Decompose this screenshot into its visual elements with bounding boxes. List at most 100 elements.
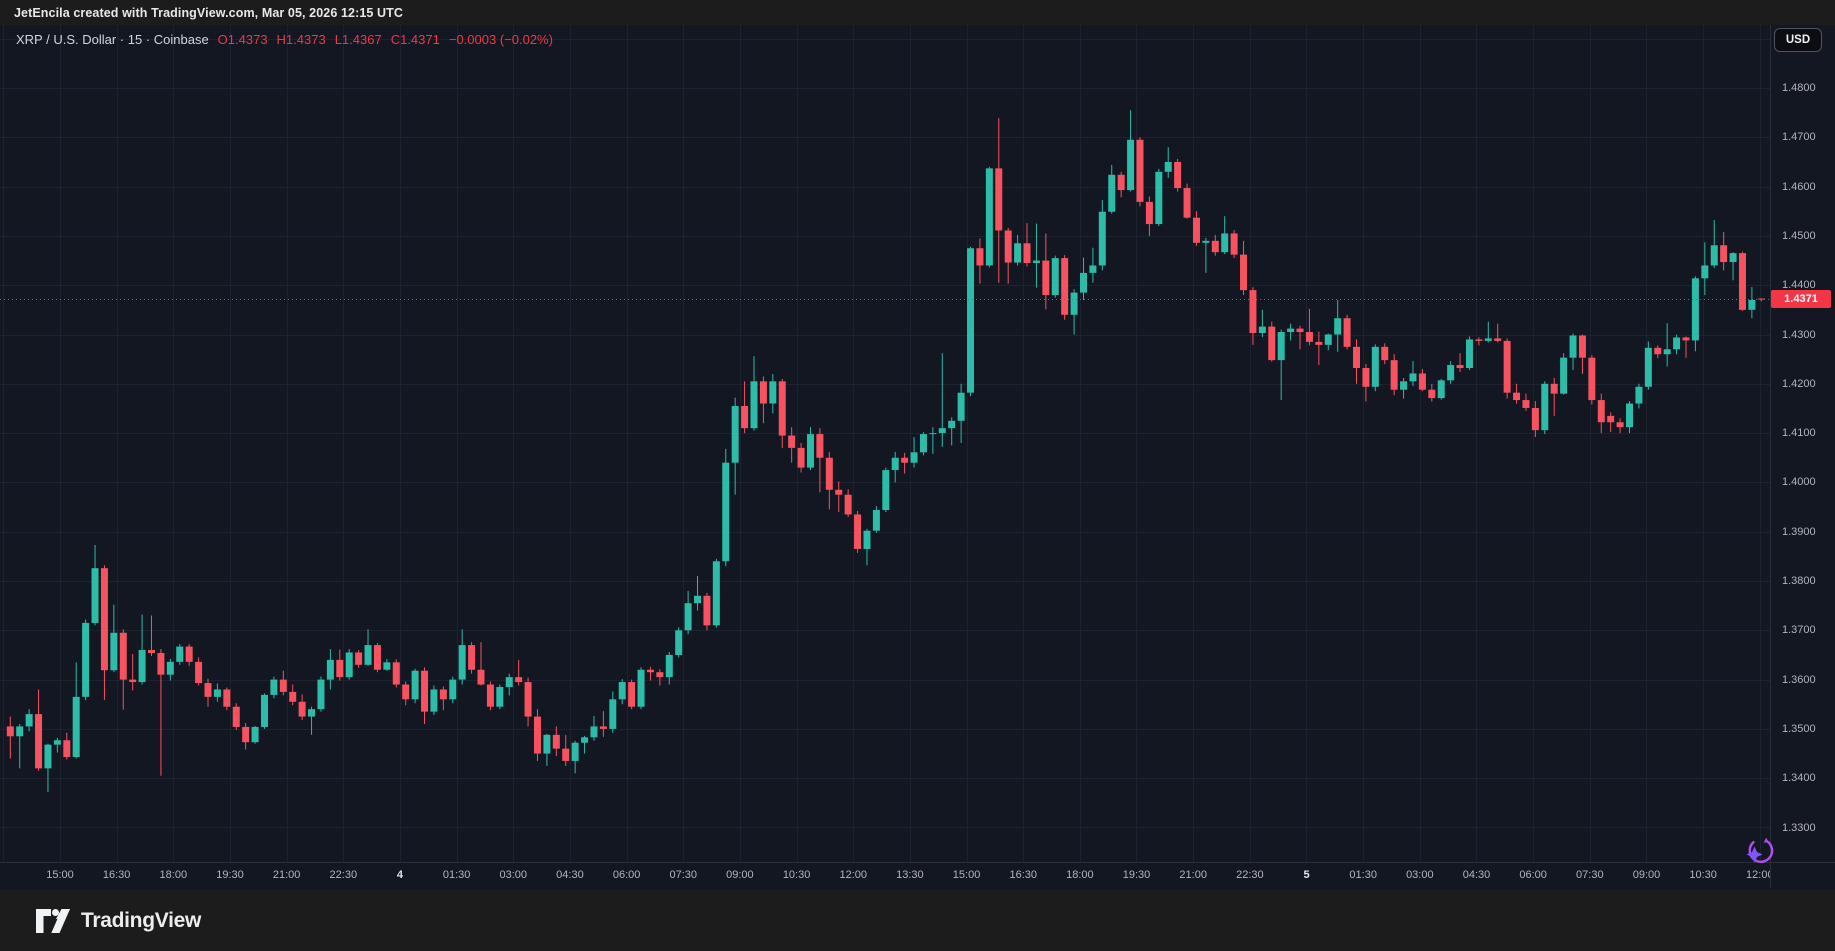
candle: [1136, 137, 1144, 207]
candle: [599, 711, 607, 737]
candle: [1287, 323, 1295, 341]
candle: [1607, 412, 1615, 433]
candle: [242, 722, 250, 750]
candle: [1324, 333, 1332, 351]
time-tick: 09:00: [726, 869, 754, 881]
candle: [806, 427, 814, 471]
time-tick: 21:00: [1179, 869, 1207, 881]
time-axis[interactable]: 15:00 16:30 18:00 19:30 21:00 22:30 4 01:30 03:0…: [0, 863, 1770, 889]
time-tick: 18:00: [1066, 869, 1094, 881]
candle: [1249, 287, 1257, 345]
candle: [1654, 345, 1662, 359]
candle: [816, 428, 824, 493]
candle: [985, 166, 993, 268]
candle: [1597, 393, 1605, 434]
candle: [533, 709, 541, 761]
candle: [854, 510, 862, 553]
candle: [1362, 364, 1370, 402]
candle: [797, 442, 805, 473]
candle: [1428, 383, 1436, 402]
candle: [1578, 334, 1586, 374]
candle: [1748, 287, 1756, 319]
time-tick: 19:30: [216, 869, 244, 881]
candle: [741, 381, 749, 434]
price-pane[interactable]: [0, 25, 1770, 862]
candle: [1400, 377, 1408, 399]
time-tick: 07:30: [1576, 869, 1604, 881]
time-tick: 09:00: [1632, 869, 1661, 881]
candle: [1343, 314, 1351, 350]
candle: [505, 673, 513, 696]
candle: [1644, 341, 1652, 390]
price-tick: 1.3900: [1782, 525, 1816, 538]
candle: [195, 657, 203, 686]
price-tick: 1.3300: [1782, 821, 1816, 834]
candle: [835, 481, 843, 512]
candle: [157, 649, 165, 776]
candle: [1418, 369, 1426, 392]
candle: [618, 679, 626, 705]
time-tick: 19:30: [1122, 869, 1151, 881]
candle: [1014, 234, 1022, 266]
candle: [581, 735, 589, 754]
candle: [1221, 216, 1229, 255]
currency-toggle-button[interactable]: USD: [1774, 28, 1822, 52]
candle: [788, 427, 796, 463]
candle: [63, 732, 71, 760]
candle: [166, 658, 174, 681]
price-tick: 1.4300: [1782, 328, 1816, 341]
candle: [270, 676, 278, 699]
candle: [910, 437, 918, 468]
candle: [1277, 329, 1285, 401]
time-tick: 16:30: [102, 869, 131, 881]
time-tick: 10:30: [1689, 869, 1717, 881]
candle: [524, 677, 532, 727]
candle: [552, 726, 560, 757]
candle: [110, 604, 118, 673]
candle: [204, 678, 212, 707]
candle: [458, 629, 466, 685]
candle: [731, 397, 739, 495]
price-axis[interactable]: 1.4800 1.4700 1.4600 1.4500 1.4400 1.4300 1.42…: [1771, 25, 1835, 862]
candle: [1390, 354, 1398, 396]
candle: [1230, 229, 1238, 259]
candle: [1032, 223, 1040, 288]
candle: [1701, 242, 1709, 296]
candle: [279, 670, 287, 696]
candle: [373, 643, 381, 673]
candle: [1155, 168, 1163, 227]
price-tick: 1.4000: [1782, 476, 1816, 489]
time-tick: 01:30: [442, 869, 471, 881]
price-tick: 1.3700: [1782, 624, 1816, 637]
candle: [35, 689, 43, 771]
candle: [1503, 338, 1511, 399]
candle: [251, 725, 259, 744]
symbol-description[interactable]: XRP / U.S. Dollar · 15 · Coinbase: [16, 31, 209, 47]
candle: [1465, 336, 1473, 370]
price-tick: 1.4100: [1782, 427, 1816, 440]
candle: [957, 383, 965, 443]
candle: [1475, 337, 1483, 346]
candle: [496, 684, 504, 710]
time-tick: 10:30: [782, 869, 811, 881]
candle: [53, 737, 61, 753]
candle: [421, 667, 429, 724]
price-tick: 1.4400: [1782, 279, 1816, 292]
candle: [901, 452, 909, 474]
candle: [1164, 147, 1172, 178]
candle: [326, 649, 334, 690]
candle: [1258, 309, 1266, 337]
price-tick: 1.3500: [1782, 722, 1816, 735]
time-tick: 16:30: [1009, 869, 1037, 881]
tradingview-logo[interactable]: TradingView: [36, 908, 201, 933]
candle: [148, 615, 156, 656]
ai-sparkle-icon[interactable]: [1742, 834, 1778, 870]
candle: [1663, 323, 1671, 367]
candle: [1089, 247, 1097, 283]
time-tick: 22:30: [1236, 869, 1264, 881]
candle: [1738, 251, 1746, 311]
candle: [477, 642, 485, 686]
time-tick: 03:00: [1406, 869, 1434, 881]
time-axis-separator: [0, 862, 1835, 863]
